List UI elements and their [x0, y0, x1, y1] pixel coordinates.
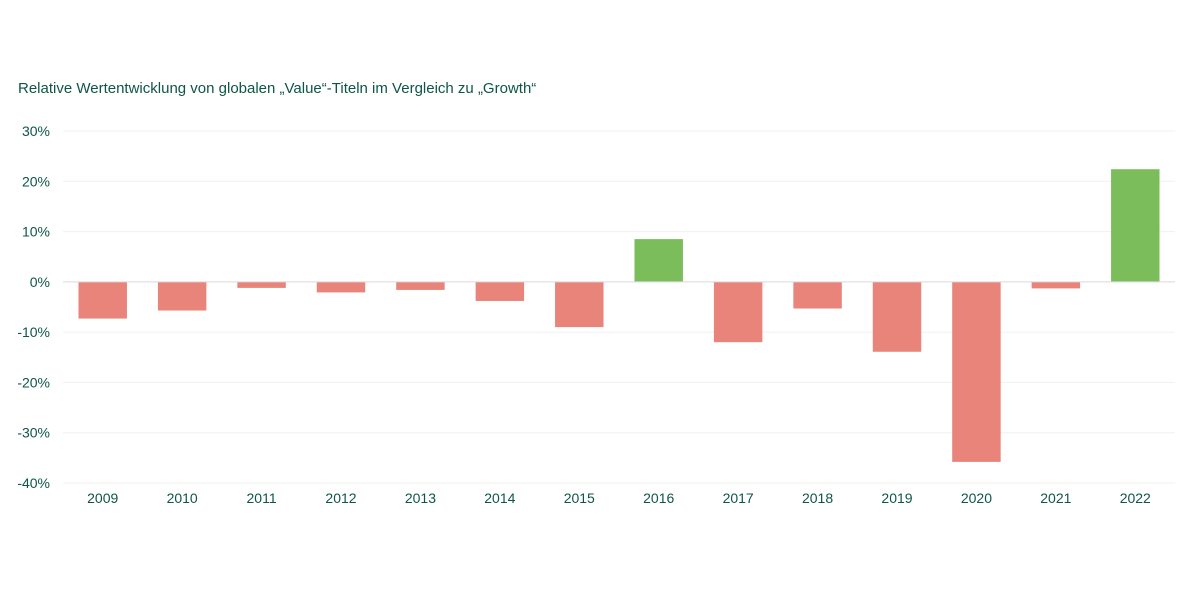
- bar-2016: [634, 239, 683, 282]
- y-tick-label: 20%: [22, 173, 50, 189]
- bar-2015: [555, 281, 604, 328]
- y-tick-label: -10%: [17, 324, 50, 340]
- bar-2020: [952, 281, 1001, 462]
- x-tick-label: 2011: [247, 490, 277, 506]
- bar-2014: [475, 281, 525, 301]
- y-tick-label: -30%: [17, 425, 50, 441]
- bar-2018: [793, 281, 842, 309]
- x-tick-label: 2013: [405, 490, 436, 506]
- bar-2009: [78, 281, 127, 319]
- y-tick-label: -40%: [17, 475, 50, 491]
- bar-2013: [396, 281, 445, 290]
- x-tick-label: 2018: [802, 490, 833, 506]
- x-tick-label: 2022: [1120, 490, 1151, 506]
- x-tick-label: 2017: [723, 490, 754, 506]
- bar-2022: [1111, 169, 1160, 282]
- x-tick-label: 2016: [643, 490, 674, 506]
- bar-2021: [1031, 281, 1081, 289]
- y-tick-label: -20%: [17, 374, 50, 390]
- gridlines: [63, 130, 1175, 484]
- x-axis-labels: 2009 2010 2011 2012 2013 2014 2015 2016 2017 2018…: [87, 490, 1151, 506]
- x-tick-label: 2010: [167, 490, 198, 506]
- y-tick-label: 30%: [22, 123, 50, 139]
- bar-2012: [316, 281, 366, 293]
- bar-2019: [872, 281, 922, 352]
- x-tick-label: 2021: [1040, 490, 1071, 506]
- x-tick-label: 2014: [484, 490, 515, 506]
- y-axis-labels: 30% 20% 10% 0% -10% -20% -30% -40%: [17, 123, 50, 491]
- bar-2011: [237, 281, 286, 288]
- y-tick-label: 10%: [22, 224, 50, 240]
- x-tick-label: 2015: [564, 490, 595, 506]
- x-tick-label: 2009: [87, 490, 118, 506]
- chart-title: Relative Wertentwicklung von globalen „V…: [18, 80, 537, 97]
- bars: [78, 169, 1160, 462]
- x-tick-label: 2019: [881, 490, 912, 506]
- bar-2017: [713, 281, 763, 343]
- x-tick-label: 2020: [961, 490, 992, 506]
- bar-2010: [157, 281, 207, 311]
- x-tick-label: 2012: [325, 490, 356, 506]
- y-tick-label: 0%: [30, 274, 50, 290]
